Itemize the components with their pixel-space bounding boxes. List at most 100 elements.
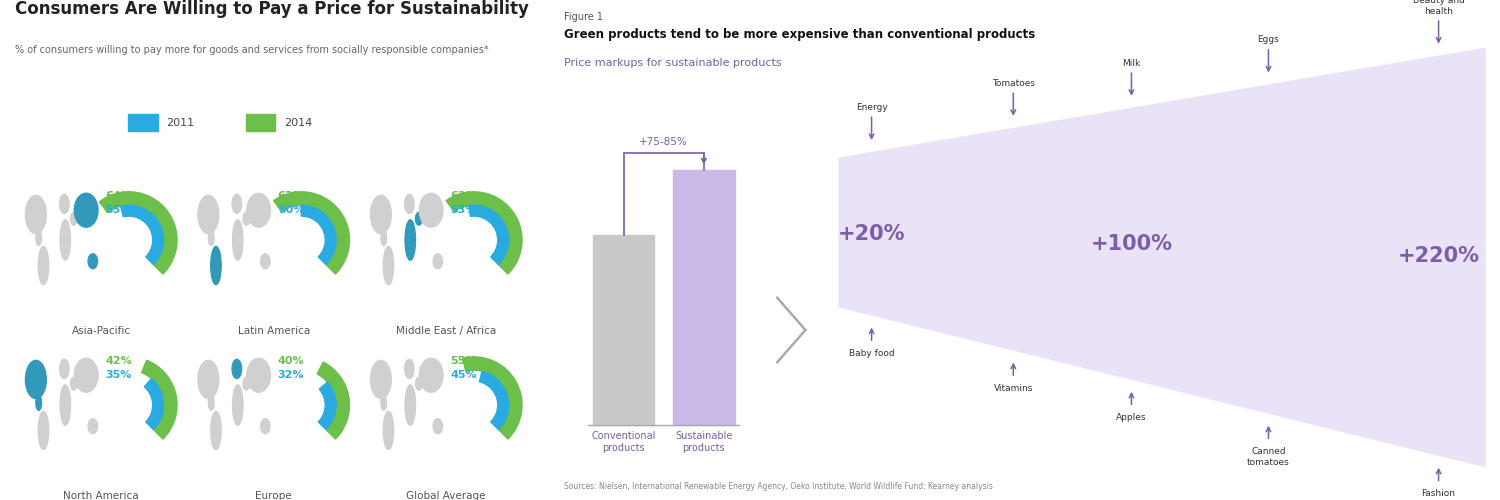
Ellipse shape (248, 194, 270, 228)
Text: Canned
tomatoes: Canned tomatoes (1246, 448, 1290, 466)
Text: Energy: Energy (855, 103, 888, 112)
Text: 55%: 55% (105, 205, 132, 215)
Ellipse shape (88, 419, 98, 434)
Ellipse shape (38, 412, 48, 450)
Ellipse shape (243, 212, 249, 225)
Ellipse shape (75, 194, 98, 228)
Ellipse shape (243, 378, 249, 390)
Ellipse shape (36, 396, 42, 410)
Bar (246, 114, 276, 131)
Ellipse shape (60, 360, 69, 378)
Ellipse shape (420, 358, 442, 392)
Text: Milk: Milk (1122, 58, 1140, 68)
Text: +75-85%: +75-85% (639, 136, 688, 146)
Text: Price markups for sustainable products: Price markups for sustainable products (564, 58, 782, 68)
Ellipse shape (405, 220, 416, 260)
Text: Conventional
products: Conventional products (591, 431, 656, 452)
Ellipse shape (198, 196, 219, 234)
Ellipse shape (433, 254, 442, 268)
Wedge shape (316, 362, 350, 439)
Ellipse shape (370, 196, 392, 234)
Wedge shape (144, 378, 164, 430)
Ellipse shape (60, 194, 69, 214)
Text: +20%: +20% (839, 224, 906, 244)
Text: 2011: 2011 (166, 118, 195, 128)
Text: Europe: Europe (255, 491, 292, 500)
Text: Green products tend to be more expensive than conventional products: Green products tend to be more expensive… (564, 28, 1035, 40)
Text: 32%: 32% (278, 370, 304, 380)
Ellipse shape (209, 230, 214, 246)
Text: Figure 1: Figure 1 (564, 12, 603, 22)
Text: 50%: 50% (278, 205, 304, 215)
Ellipse shape (60, 385, 70, 425)
Wedge shape (120, 205, 164, 264)
Wedge shape (99, 192, 177, 274)
Bar (592, 235, 654, 425)
Ellipse shape (70, 378, 76, 390)
Text: Apples: Apples (1116, 414, 1146, 422)
Ellipse shape (433, 419, 442, 434)
Wedge shape (446, 192, 522, 274)
Ellipse shape (36, 230, 42, 246)
Ellipse shape (405, 360, 414, 378)
Text: Global Average: Global Average (406, 491, 486, 500)
Ellipse shape (370, 360, 392, 399)
Text: 40%: 40% (278, 356, 304, 366)
Text: Asia-Pacific: Asia-Pacific (72, 326, 130, 336)
Ellipse shape (26, 360, 46, 399)
Ellipse shape (232, 385, 243, 425)
Bar (674, 170, 735, 425)
Text: 63%: 63% (450, 191, 477, 201)
Text: Sources: Nielsen, International Renewable Energy Agency, Oeko Institute, World W: Sources: Nielsen, International Renewabl… (564, 482, 993, 491)
Text: +220%: +220% (1398, 246, 1479, 266)
Text: Sustainable
products: Sustainable products (675, 431, 732, 452)
Ellipse shape (405, 385, 416, 425)
Wedge shape (462, 357, 522, 439)
Text: Fashion: Fashion (1422, 490, 1455, 498)
Ellipse shape (248, 358, 270, 392)
Wedge shape (273, 192, 350, 274)
Ellipse shape (70, 212, 76, 225)
Ellipse shape (405, 194, 414, 214)
Ellipse shape (381, 230, 387, 246)
Text: Beauty and
health: Beauty and health (1413, 0, 1464, 16)
Text: 55%: 55% (450, 356, 477, 366)
Wedge shape (318, 382, 336, 430)
Ellipse shape (60, 220, 70, 260)
Text: Latin America: Latin America (237, 326, 310, 336)
Ellipse shape (209, 396, 214, 410)
Ellipse shape (232, 360, 242, 378)
Text: % of consumers willing to pay more for goods and services from socially responsi: % of consumers willing to pay more for g… (15, 45, 489, 55)
Wedge shape (141, 360, 177, 439)
Ellipse shape (261, 254, 270, 268)
Ellipse shape (38, 246, 48, 284)
Ellipse shape (210, 412, 220, 450)
Text: 2014: 2014 (284, 118, 312, 128)
Text: Middle East / Africa: Middle East / Africa (396, 326, 496, 336)
Polygon shape (839, 48, 1486, 468)
Ellipse shape (416, 378, 422, 390)
Ellipse shape (210, 246, 220, 284)
Text: 35%: 35% (105, 370, 132, 380)
Text: Tomatoes: Tomatoes (992, 79, 1035, 88)
Text: Vitamins: Vitamins (993, 384, 1033, 393)
Ellipse shape (232, 220, 243, 260)
Text: +100%: +100% (1090, 234, 1173, 254)
Text: North America: North America (63, 491, 140, 500)
Text: 63%: 63% (278, 191, 304, 201)
Ellipse shape (198, 360, 219, 399)
Ellipse shape (420, 194, 442, 228)
Text: 53%: 53% (450, 205, 477, 215)
Ellipse shape (381, 396, 387, 410)
Wedge shape (480, 371, 508, 430)
Ellipse shape (75, 358, 98, 392)
Ellipse shape (232, 194, 242, 214)
Text: Baby food: Baby food (849, 349, 894, 358)
Wedge shape (302, 205, 336, 264)
Ellipse shape (261, 419, 270, 434)
Text: 42%: 42% (105, 356, 132, 366)
Text: 45%: 45% (450, 370, 477, 380)
Text: 64%: 64% (105, 191, 132, 201)
Ellipse shape (26, 196, 46, 234)
Text: Consumers Are Willing to Pay a Price for Sustainability: Consumers Are Willing to Pay a Price for… (15, 0, 530, 18)
